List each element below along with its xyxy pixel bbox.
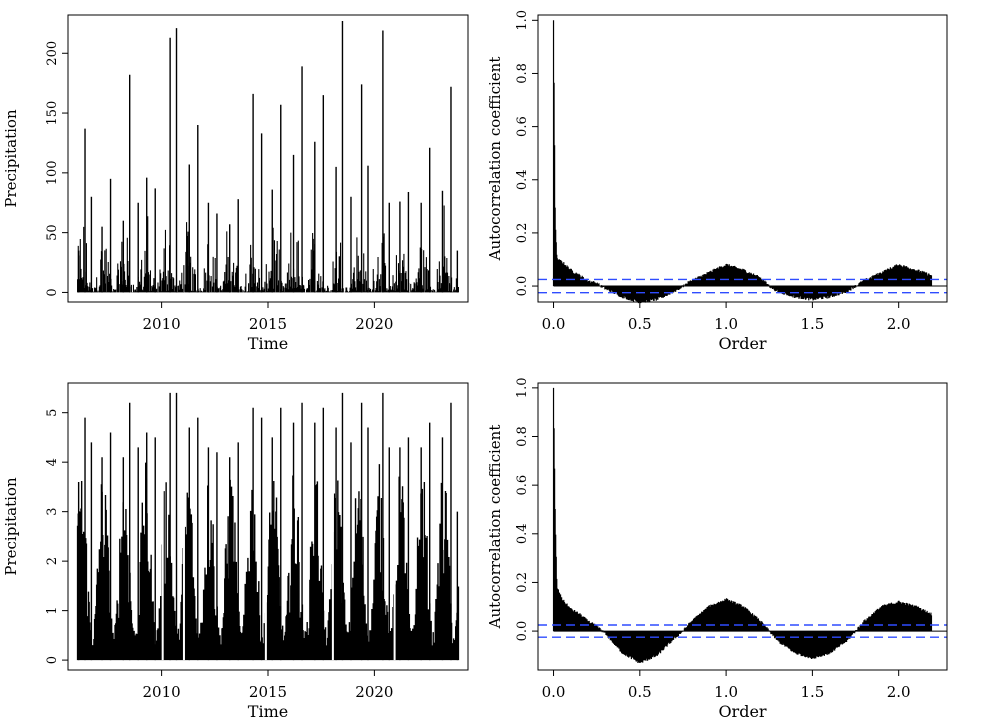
x-tick-label: 1.5 xyxy=(800,315,824,333)
x-axis: 0.0 0.5 1.0 1.5 2.0 Order xyxy=(542,670,911,721)
precipitation-spikes xyxy=(77,205,459,293)
acf-bars xyxy=(552,387,933,663)
x-tick-label: 2010 xyxy=(143,683,181,701)
y-tick-label: 150 xyxy=(45,101,60,126)
y-tick-label: 1.0 xyxy=(515,378,530,399)
y-tick-label: 50 xyxy=(45,224,60,241)
x-tick-label: 1.0 xyxy=(714,315,738,333)
x-axis-label: Time xyxy=(248,702,288,721)
dry-gap xyxy=(264,402,267,661)
panel-acf-raw: 0.0 0.2 0.4 0.6 0.8 1.0 Autocorrelation coeffi… xyxy=(486,10,948,353)
x-tick-label: 1.5 xyxy=(800,683,824,701)
y-tick-label: 0.0 xyxy=(515,276,530,297)
dry-gap xyxy=(393,402,396,661)
plot-frame xyxy=(537,382,948,671)
y-tick-label: 0.2 xyxy=(515,572,530,593)
x-tick-label: 2020 xyxy=(355,683,393,701)
y-tick-label: 200 xyxy=(45,41,60,66)
dry-gap xyxy=(331,402,334,661)
y-tick-label: 0.0 xyxy=(515,621,530,642)
y-axis: 0 50 100 150 200 Precipitation xyxy=(2,41,68,297)
y-tick-label: 0.2 xyxy=(515,223,530,244)
data-marks xyxy=(76,392,460,661)
y-axis: 0.0 0.2 0.4 0.6 0.8 1.0 Autocorrelation coeffi… xyxy=(486,10,538,296)
x-tick-label: 2015 xyxy=(249,315,287,333)
y-tick-label: 4 xyxy=(45,458,60,466)
x-axis-label: Time xyxy=(248,334,288,353)
panel-precip-raw: 0 50 100 150 200 Precipitation 2010 2015 2020 Tim… xyxy=(2,14,469,353)
x-axis: 0.0 0.5 1.0 1.5 2.0 Order xyxy=(542,302,911,353)
y-tick-label: 0 xyxy=(45,656,60,664)
y-tick-label: 5 xyxy=(45,409,60,417)
y-tick-label: 100 xyxy=(45,160,60,185)
x-tick-label: 0.5 xyxy=(628,315,652,333)
panel-precip-transformed: 0 1 2 3 4 5 Precipitation 2010 2015 2020 Time xyxy=(2,382,469,721)
y-tick-label: 3 xyxy=(45,508,60,516)
y-tick-label: 2 xyxy=(45,557,60,565)
y-tick-label: 0.8 xyxy=(515,426,530,447)
y-tick-label: 1 xyxy=(45,606,60,614)
x-tick-label: 2.0 xyxy=(887,683,911,701)
x-tick-label: 0.0 xyxy=(542,683,566,701)
plot-frame xyxy=(537,14,948,303)
x-tick-label: 0.0 xyxy=(542,315,566,333)
x-tick-label: 2015 xyxy=(249,683,287,701)
x-tick-label: 2010 xyxy=(143,315,181,333)
data-marks xyxy=(77,20,459,293)
dry-gap xyxy=(182,402,185,661)
y-axis-label: Autocorrelation coefficient xyxy=(486,425,504,630)
y-tick-label: 0.6 xyxy=(515,475,530,496)
x-axis: 2010 2015 2020 Time xyxy=(143,302,393,353)
dry-gap xyxy=(161,402,164,661)
x-axis-label: Order xyxy=(718,702,766,721)
y-tick-label: 0.8 xyxy=(515,63,530,84)
x-tick-label: 0.5 xyxy=(628,683,652,701)
data-marks xyxy=(538,20,947,304)
data-marks xyxy=(538,387,947,663)
y-tick-label: 0.4 xyxy=(515,169,530,190)
x-tick-label: 2020 xyxy=(355,315,393,333)
x-tick-label: 2.0 xyxy=(887,315,911,333)
y-axis: 0 1 2 3 4 5 Precipitation xyxy=(2,409,68,664)
y-tick-label: 1.0 xyxy=(515,10,530,31)
y-tick-label: 0.6 xyxy=(515,116,530,137)
y-tick-label: 0.4 xyxy=(515,523,530,544)
y-axis-label: Precipitation xyxy=(2,477,20,576)
x-tick-label: 1.0 xyxy=(714,683,738,701)
panel-acf-transformed: 0.0 0.2 0.4 0.6 0.8 1.0 Autocorrelation coeffi… xyxy=(486,378,948,721)
x-axis-label: Order xyxy=(718,334,766,353)
y-tick-label: 0 xyxy=(45,288,60,296)
y-axis-label: Precipitation xyxy=(2,109,20,208)
x-axis: 2010 2015 2020 Time xyxy=(143,670,393,721)
y-axis-label: Autocorrelation coefficient xyxy=(486,57,504,262)
y-axis: 0.0 0.2 0.4 0.6 0.8 1.0 Autocorrelation coeffi… xyxy=(486,378,538,642)
